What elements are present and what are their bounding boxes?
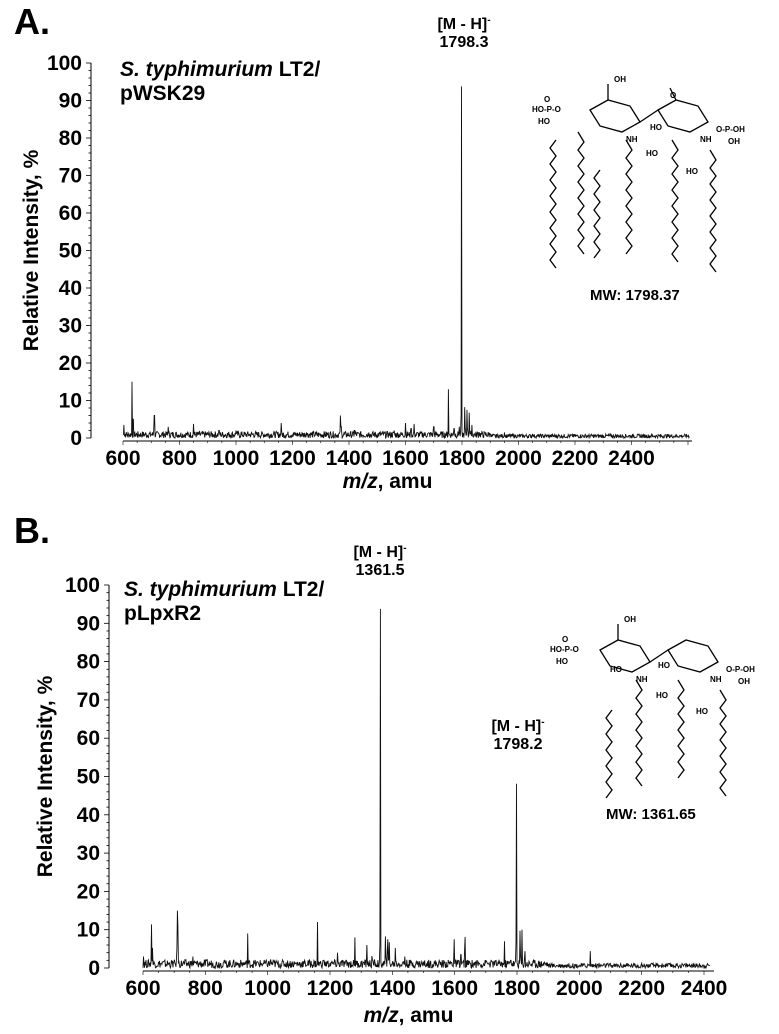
svg-text:1000: 1000: [213, 447, 260, 470]
panel-a-label: A.: [14, 1, 50, 42]
svg-text:O-P-OH: O-P-OH: [716, 125, 745, 134]
svg-text:1800: 1800: [494, 977, 541, 1000]
svg-text:O: O: [670, 91, 676, 100]
svg-text:NH: NH: [700, 135, 712, 144]
ion-label: [M - H]: [491, 718, 542, 735]
svg-text:HO-P-O: HO-P-O: [532, 105, 561, 114]
svg-text:50: 50: [77, 766, 100, 789]
panel-b-label: B.: [14, 510, 50, 551]
svg-text:m/z, amu: m/z, amu: [364, 1004, 454, 1027]
panel-b-peak-annotation-2: [M - H]- 1798.2: [468, 714, 568, 754]
svg-text:NH: NH: [626, 135, 638, 144]
svg-text:0: 0: [88, 957, 100, 980]
svg-text:2400: 2400: [608, 447, 655, 470]
plasmid-name: pLpxR2: [124, 602, 202, 625]
svg-text:30: 30: [59, 315, 82, 338]
svg-text:O: O: [544, 95, 550, 104]
mz-value: 1361.5: [355, 562, 405, 579]
svg-text:2200: 2200: [618, 977, 665, 1000]
svg-text:70: 70: [77, 689, 100, 712]
svg-text:Relative Intensity, %: Relative Intensity, %: [20, 149, 43, 351]
svg-text:1600: 1600: [431, 977, 478, 1000]
svg-text:m/z, amu: m/z, amu: [343, 470, 433, 493]
strain-name: LT2/: [272, 58, 321, 81]
svg-text:2200: 2200: [552, 447, 599, 470]
svg-text:O: O: [562, 635, 568, 644]
svg-text:600: 600: [125, 977, 160, 1000]
panel-b-lipid-a-structure-icon: HO-P-OO HO OH HO NH NH O-P-OH OH HO HO HO: [550, 615, 755, 799]
svg-text:10: 10: [59, 390, 82, 413]
organism-name: S. typhimurium: [124, 578, 277, 601]
panel-b-structure-mw: MW: 1361.65: [606, 806, 696, 823]
svg-text:90: 90: [59, 90, 82, 113]
svg-text:2000: 2000: [495, 447, 542, 470]
svg-text:HO: HO: [658, 661, 670, 670]
strain-name: LT2/: [276, 578, 325, 601]
svg-text:NH: NH: [710, 675, 722, 684]
svg-text:2400: 2400: [681, 977, 728, 1000]
panel-b-sample-title: S. typhimurium LT2/ pLpxR2: [124, 578, 324, 626]
svg-text:HO: HO: [656, 691, 668, 700]
charge-sign: -: [487, 15, 491, 26]
svg-text:90: 90: [77, 612, 100, 635]
svg-text:800: 800: [162, 447, 197, 470]
mz-value: 1798.2: [493, 736, 543, 753]
panel-a-sample-title: S. typhimurium LT2/ pWSK29: [120, 58, 320, 106]
svg-text:0: 0: [70, 427, 82, 450]
svg-text:1400: 1400: [369, 977, 416, 1000]
svg-text:40: 40: [59, 277, 82, 300]
svg-text:1600: 1600: [382, 447, 429, 470]
panel-b-peak-annotation-1: [M - H]- 1361.5: [330, 540, 430, 580]
svg-text:50: 50: [59, 240, 82, 263]
svg-text:HO: HO: [556, 657, 568, 666]
svg-text:10: 10: [77, 919, 100, 942]
ion-label: [M - H]: [437, 16, 488, 33]
panel-a-structure-mw: MW: 1798.37: [590, 287, 680, 304]
svg-text:60: 60: [59, 202, 82, 225]
svg-text:Relative Intensity, %: Relative Intensity, %: [34, 675, 57, 877]
svg-text:HO: HO: [650, 123, 662, 132]
svg-text:O-P-OH: O-P-OH: [726, 665, 755, 674]
svg-text:1400: 1400: [326, 447, 373, 470]
svg-text:OH: OH: [738, 677, 750, 686]
svg-text:1800: 1800: [439, 447, 486, 470]
mz-value: 1798.3: [439, 34, 489, 51]
svg-text:20: 20: [77, 880, 100, 903]
svg-text:OH: OH: [614, 75, 626, 84]
svg-text:HO: HO: [538, 117, 550, 126]
panel-a-peak-annotation: [M - H]- 1798.3: [414, 12, 514, 52]
svg-text:30: 30: [77, 842, 100, 865]
svg-text:HO: HO: [610, 665, 622, 674]
svg-text:OH: OH: [624, 615, 636, 624]
svg-text:HO: HO: [646, 149, 658, 158]
svg-text:80: 80: [77, 651, 100, 674]
charge-sign: -: [403, 543, 407, 554]
svg-text:600: 600: [105, 447, 140, 470]
svg-text:20: 20: [59, 352, 82, 375]
charge-sign: -: [541, 717, 545, 728]
svg-text:80: 80: [59, 127, 82, 150]
svg-text:1200: 1200: [269, 447, 316, 470]
svg-text:2000: 2000: [556, 977, 603, 1000]
svg-text:40: 40: [77, 804, 100, 827]
svg-text:1200: 1200: [307, 977, 354, 1000]
svg-text:HO: HO: [696, 707, 708, 716]
svg-text:70: 70: [59, 165, 82, 188]
svg-text:100: 100: [65, 574, 100, 597]
svg-text:60: 60: [77, 727, 100, 750]
svg-text:HO-P-O: HO-P-O: [550, 645, 579, 654]
svg-text:HO: HO: [686, 167, 698, 176]
svg-text:1000: 1000: [244, 977, 291, 1000]
organism-name: S. typhimurium: [120, 58, 273, 81]
svg-text:NH: NH: [636, 675, 648, 684]
plasmid-name: pWSK29: [120, 82, 206, 105]
svg-text:100: 100: [47, 52, 82, 75]
svg-text:OH: OH: [728, 137, 740, 146]
svg-text:800: 800: [188, 977, 223, 1000]
ion-label: [M - H]: [353, 544, 404, 561]
